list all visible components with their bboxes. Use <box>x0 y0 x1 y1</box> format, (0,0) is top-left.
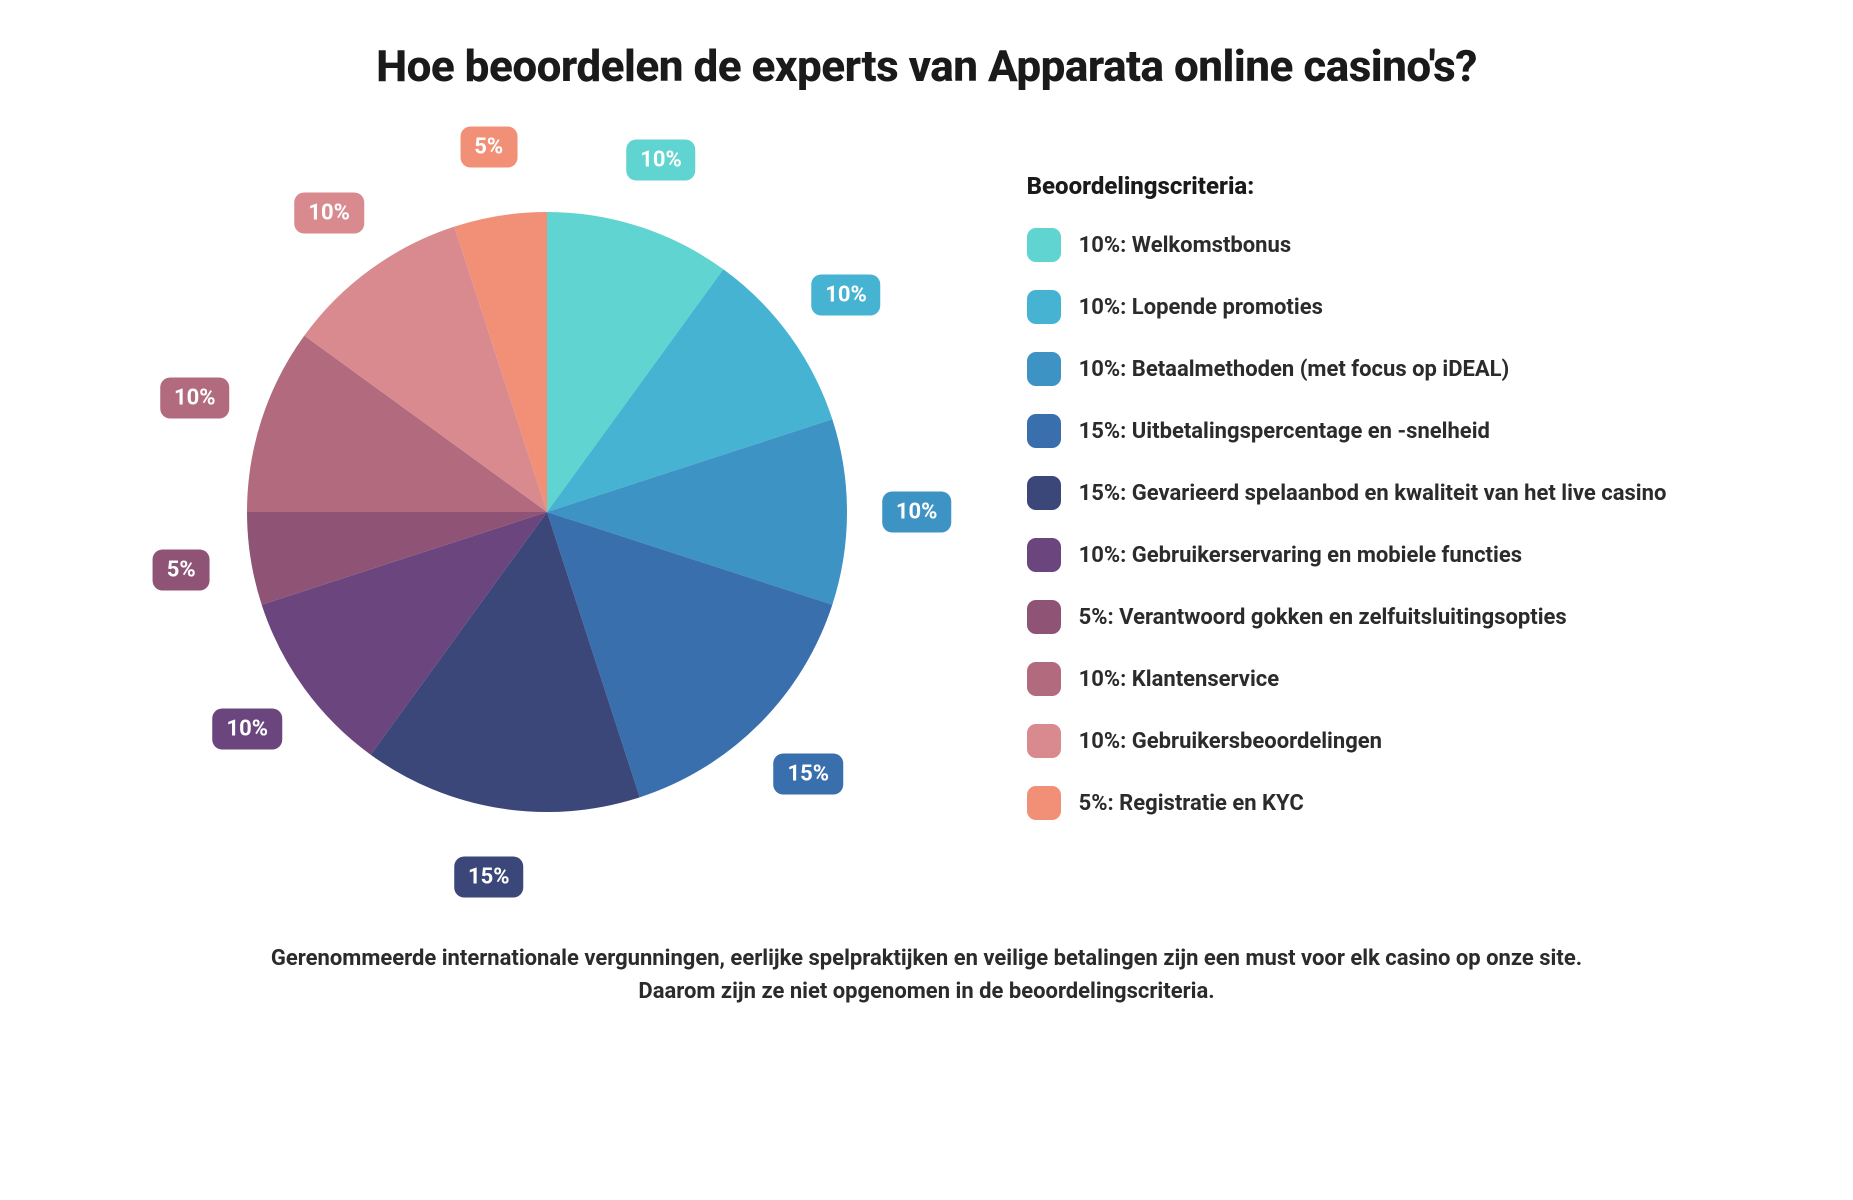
slice-percent-badge: 10% <box>213 709 283 750</box>
slice-percent-badge: 10% <box>811 274 881 315</box>
legend-label: 10%: Gebruikerservaring en mobiele funct… <box>1079 543 1522 568</box>
legend-label: 10%: Betaalmethoden (met focus op iDEAL) <box>1079 357 1510 382</box>
legend-swatch <box>1027 228 1061 262</box>
slice-percent-badge: 10% <box>626 140 696 181</box>
legend-swatch <box>1027 352 1061 386</box>
legend-items: 10%: Welkomstbonus 10%: Lopende promoties… <box>1027 228 1667 820</box>
footnote-line-2: Daarom zijn ze niet opgenomen in de beoo… <box>60 975 1793 1008</box>
legend-item: 10%: Gebruikersbeoordelingen <box>1027 724 1667 758</box>
legend-swatch <box>1027 600 1061 634</box>
legend-item: 15%: Gevarieerd spelaanbod en kwaliteit … <box>1027 476 1667 510</box>
legend-item: 10%: Welkomstbonus <box>1027 228 1667 262</box>
legend-item: 10%: Lopende promoties <box>1027 290 1667 324</box>
pie-chart: 10%10%10%15%15%10%5%10%10%5% <box>187 152 907 872</box>
legend-label: 15%: Uitbetalingspercentage en -snelheid <box>1079 419 1490 444</box>
legend-swatch <box>1027 414 1061 448</box>
slice-percent-badge: 15% <box>454 857 524 898</box>
slice-percent-badge: 10% <box>160 377 230 418</box>
legend-swatch <box>1027 786 1061 820</box>
legend-label: 10%: Klantenservice <box>1079 667 1279 692</box>
legend-swatch <box>1027 476 1061 510</box>
legend-item: 15%: Uitbetalingspercentage en -snelheid <box>1027 414 1667 448</box>
footnote: Gerenommeerde internationale vergunninge… <box>60 942 1793 1008</box>
legend-swatch <box>1027 538 1061 572</box>
legend-label: 5%: Verantwoord gokken en zelfuitsluitin… <box>1079 605 1567 630</box>
legend-label: 10%: Lopende promoties <box>1079 295 1323 320</box>
legend-item: 10%: Klantenservice <box>1027 662 1667 696</box>
footnote-line-1: Gerenommeerde internationale vergunninge… <box>60 942 1793 975</box>
legend-swatch <box>1027 724 1061 758</box>
legend-item: 10%: Gebruikerservaring en mobiele funct… <box>1027 538 1667 572</box>
slice-percent-badge: 5% <box>153 549 210 590</box>
legend-item: 5%: Registratie en KYC <box>1027 786 1667 820</box>
slice-percent-badge: 5% <box>460 126 517 167</box>
legend-label: 10%: Welkomstbonus <box>1079 233 1292 258</box>
legend-title: Beoordelingscriteria: <box>1027 172 1667 200</box>
legend-swatch <box>1027 662 1061 696</box>
legend-label: 10%: Gebruikersbeoordelingen <box>1079 729 1382 754</box>
legend: Beoordelingscriteria: 10%: Welkomstbonus… <box>1027 152 1667 848</box>
slice-percent-badge: 10% <box>882 492 952 533</box>
chart-content: 10%10%10%15%15%10%5%10%10%5% Beoordeling… <box>60 152 1793 872</box>
legend-item: 5%: Verantwoord gokken en zelfuitsluitin… <box>1027 600 1667 634</box>
slice-percent-badge: 15% <box>773 753 843 794</box>
legend-label: 5%: Registratie en KYC <box>1079 791 1304 816</box>
slice-percent-badge: 10% <box>294 192 364 233</box>
chart-title: Hoe beoordelen de experts van Apparata o… <box>60 40 1793 92</box>
legend-item: 10%: Betaalmethoden (met focus op iDEAL) <box>1027 352 1667 386</box>
legend-swatch <box>1027 290 1061 324</box>
legend-label: 15%: Gevarieerd spelaanbod en kwaliteit … <box>1079 481 1667 506</box>
